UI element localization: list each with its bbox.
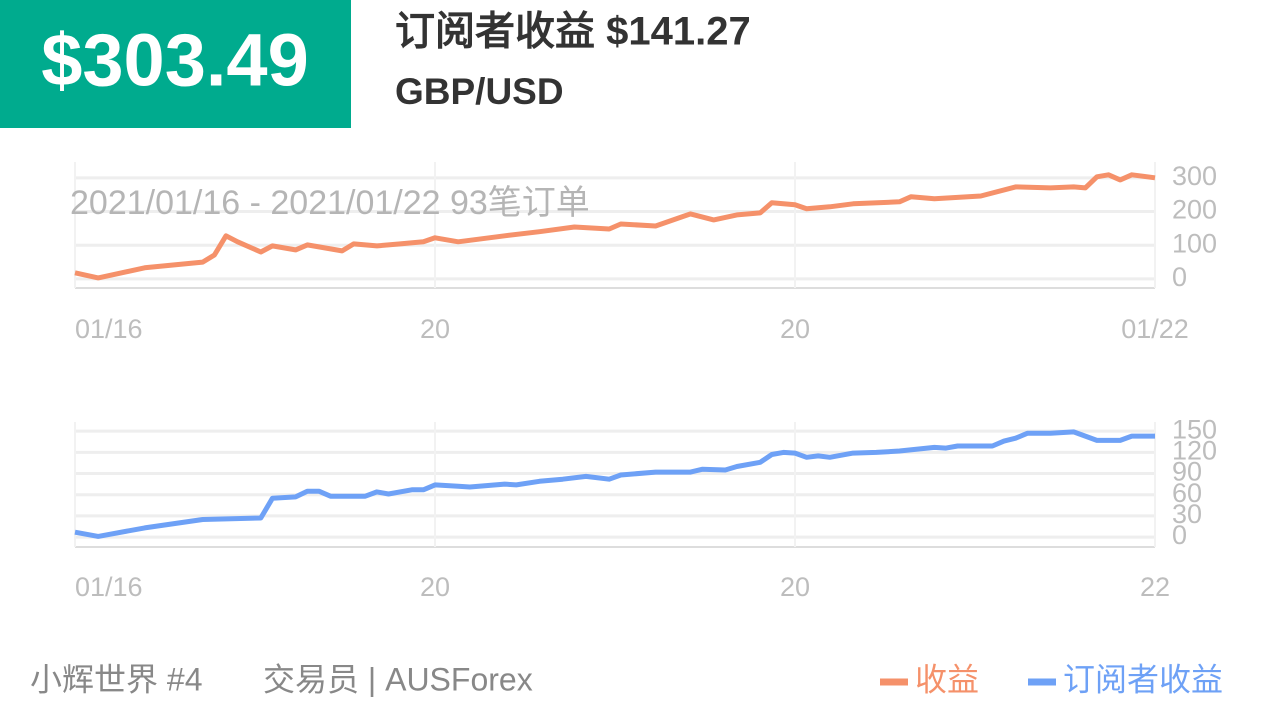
amount-box: [0, 0, 351, 128]
x-tick-label: 22: [1140, 572, 1170, 602]
y-tick-label: 0: [1172, 520, 1187, 550]
legend-label: 收益: [915, 661, 979, 697]
amount: $303.49: [41, 19, 309, 102]
y-tick-label: 30: [1172, 499, 1202, 529]
x-tick-label: 01/16: [75, 314, 143, 344]
x-tick-label: 01/22: [1121, 314, 1189, 344]
y-tick-label: 60: [1172, 478, 1202, 508]
footer-user: 小辉世界 #4: [30, 661, 203, 697]
subtitle: GBP/USD: [395, 71, 564, 112]
x-tick-label: 01/16: [75, 572, 143, 602]
line-series: [74, 429, 1155, 539]
y-tick-label: 150: [1172, 414, 1217, 444]
y-tick-label: 100: [1172, 228, 1217, 258]
legend-label: 订阅者收益: [1063, 661, 1223, 697]
annotation: 2021/01/16 - 2021/01/22 93笔订单: [70, 184, 590, 222]
y-tick-label: 90: [1172, 457, 1202, 487]
title: 订阅者收益 $141.27: [395, 10, 751, 54]
x-tick-label: 20: [420, 314, 450, 344]
x-tick-label: 20: [420, 572, 450, 602]
line-series: [74, 172, 1156, 281]
footer-role: 交易员 | AUSForex: [263, 661, 533, 697]
y-tick-label: 200: [1172, 195, 1217, 225]
x-tick-label: 20: [780, 572, 810, 602]
y-tick-label: 120: [1172, 435, 1217, 465]
y-tick-label: 300: [1172, 161, 1217, 191]
x-tick-label: 20: [780, 314, 810, 344]
y-tick-label: 0: [1172, 262, 1187, 292]
